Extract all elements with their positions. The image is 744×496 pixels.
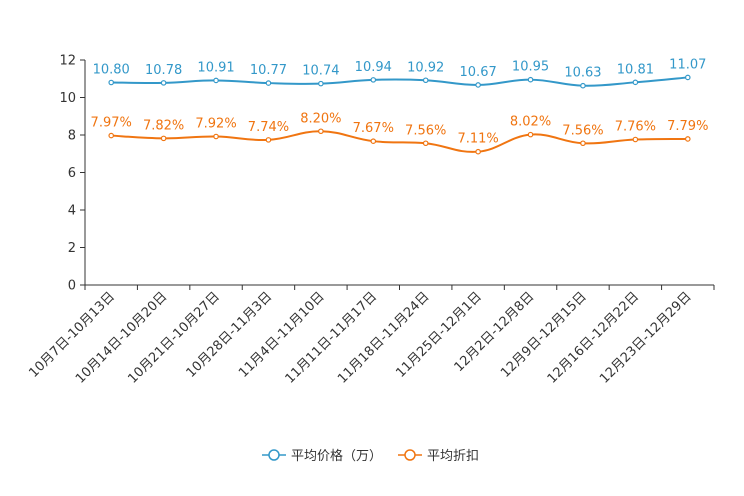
- series-line-1: [111, 76, 688, 87]
- x-tick-label: 12月16日-12月22日: [545, 289, 642, 386]
- x-tick-label: 11月18日-11月24日: [335, 289, 432, 386]
- y-tick-label: 10: [59, 91, 76, 106]
- data-label: 10.92: [407, 60, 444, 75]
- y-tick-label: 2: [68, 241, 76, 256]
- data-label: 10.67: [460, 65, 497, 80]
- legend-marker: [404, 449, 416, 461]
- data-label: 10.91: [197, 60, 234, 75]
- data-point: [370, 77, 377, 83]
- data-point: [318, 128, 324, 135]
- series-lines: [108, 74, 691, 155]
- data-point: [213, 77, 219, 84]
- x-tick-label: 10月14日-10月20日: [73, 289, 170, 386]
- legend-label: 平均价格（万）: [291, 448, 382, 464]
- data-label: 7.11%: [457, 132, 498, 147]
- data-label: 10.94: [355, 60, 392, 75]
- data-label: 7.76%: [615, 120, 656, 135]
- data-label: 10.77: [250, 63, 287, 78]
- y-tick-label: 6: [68, 166, 76, 181]
- data-point: [580, 82, 586, 89]
- data-point: [160, 80, 167, 86]
- data-label: 8.02%: [510, 115, 551, 130]
- data-label: 10.81: [617, 62, 654, 77]
- x-tick-label: 10月21日-10月27日: [125, 289, 222, 386]
- legend-marker: [268, 449, 280, 461]
- y-tick-label: 8: [68, 129, 76, 144]
- data-label: 8.20%: [300, 111, 341, 126]
- data-point: [527, 76, 534, 83]
- data-point: [475, 148, 481, 155]
- data-label: 7.56%: [562, 123, 603, 138]
- data-point: [527, 131, 534, 138]
- data-point: [265, 137, 272, 143]
- data-label: 7.97%: [91, 116, 132, 131]
- data-label: 10.78: [145, 63, 182, 78]
- data-point: [422, 77, 429, 84]
- data-point: [318, 80, 324, 87]
- data-point: [684, 136, 691, 142]
- data-point: [632, 136, 639, 143]
- y-tick-label: 4: [68, 204, 76, 219]
- data-label: 11.07: [669, 57, 706, 72]
- legend-item-1[interactable]: 平均价格（万）: [262, 448, 382, 464]
- data-point: [213, 133, 219, 140]
- x-tick-label: 12月23日-12月29日: [597, 289, 694, 386]
- data-label: 7.67%: [353, 121, 394, 136]
- y-tick-label: 0: [68, 279, 76, 294]
- data-label: 7.56%: [405, 123, 446, 138]
- series-line-2: [111, 130, 688, 153]
- data-point: [370, 138, 377, 144]
- chart-axes: 0 2 4 6 8 10 12 10月7日-10月13日10月14日-10月20日10月21日…: [26, 54, 715, 387]
- data-label: 7.74%: [248, 120, 289, 135]
- data-label: 10.74: [302, 64, 339, 79]
- data-point: [684, 74, 691, 81]
- data-point: [475, 82, 481, 88]
- data-label: 10.63: [564, 66, 601, 81]
- data-point: [160, 135, 167, 142]
- data-label: 10.95: [512, 60, 549, 75]
- data-point: [265, 80, 272, 86]
- data-label: 7.82%: [143, 118, 184, 133]
- data-label: 7.92%: [195, 117, 236, 132]
- x-tick-label: 11月11日-11月17日: [283, 289, 380, 386]
- x-tick-label: 10月7日-10月13日: [26, 289, 118, 381]
- data-point: [108, 79, 115, 86]
- data-label: 7.79%: [667, 119, 708, 134]
- data-point: [422, 140, 429, 147]
- legend-item-2[interactable]: 平均折扣: [398, 449, 479, 464]
- data-labels: 10.80 10.78 10.91 10.77 10.74 10.94 10.92 10.67…: [91, 57, 709, 146]
- chart-legend[interactable]: 平均价格（万） 平均折扣: [262, 448, 479, 464]
- data-point: [580, 140, 586, 147]
- legend-label: 平均折扣: [427, 449, 479, 464]
- data-point: [108, 132, 115, 139]
- data-point: [632, 79, 639, 86]
- y-tick-label: 12: [59, 54, 76, 69]
- data-label: 10.80: [93, 63, 130, 78]
